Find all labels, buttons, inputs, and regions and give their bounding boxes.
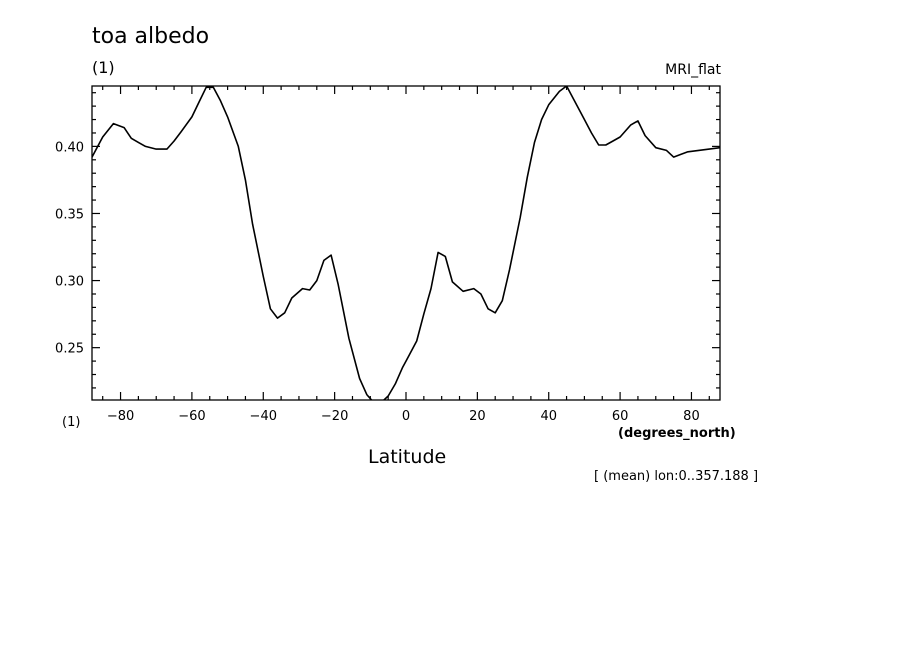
- x-tick-label: 40: [540, 409, 557, 424]
- x-tick-label: 20: [469, 409, 486, 424]
- x-tick-label: −20: [321, 409, 348, 424]
- x-tick-label: −80: [107, 409, 134, 424]
- tick-labels: −80 −60 −40 −20 0 20 40 60 80 0.25 0.30 0.35 0.40: [55, 140, 700, 424]
- y-tick-label: 0.30: [55, 275, 84, 290]
- x-tick-label: −40: [250, 409, 277, 424]
- title-units: (1): [92, 58, 115, 77]
- x-axis-units: (degrees_north): [618, 426, 736, 441]
- x-tick-label: 60: [612, 409, 629, 424]
- series-line: [92, 86, 720, 400]
- axis-ticks: [92, 86, 720, 400]
- plot-frame: [91, 85, 721, 401]
- x-tick-label: 0: [402, 409, 410, 424]
- averaging-note: [ (mean) lon:0..357.188 ]: [594, 469, 759, 484]
- y-tick-label: 0.25: [55, 342, 84, 357]
- x-axis-label: Latitude: [368, 446, 447, 468]
- series-layer: [92, 86, 720, 400]
- y-axis-units: (1): [62, 415, 81, 430]
- y-tick-label: 0.40: [55, 140, 84, 155]
- x-tick-label: 80: [683, 409, 700, 424]
- dataset-label: MRI_flat: [665, 62, 721, 78]
- y-tick-label: 0.35: [55, 207, 84, 222]
- x-tick-label: −60: [178, 409, 205, 424]
- chart-title: toa albedo: [92, 24, 210, 49]
